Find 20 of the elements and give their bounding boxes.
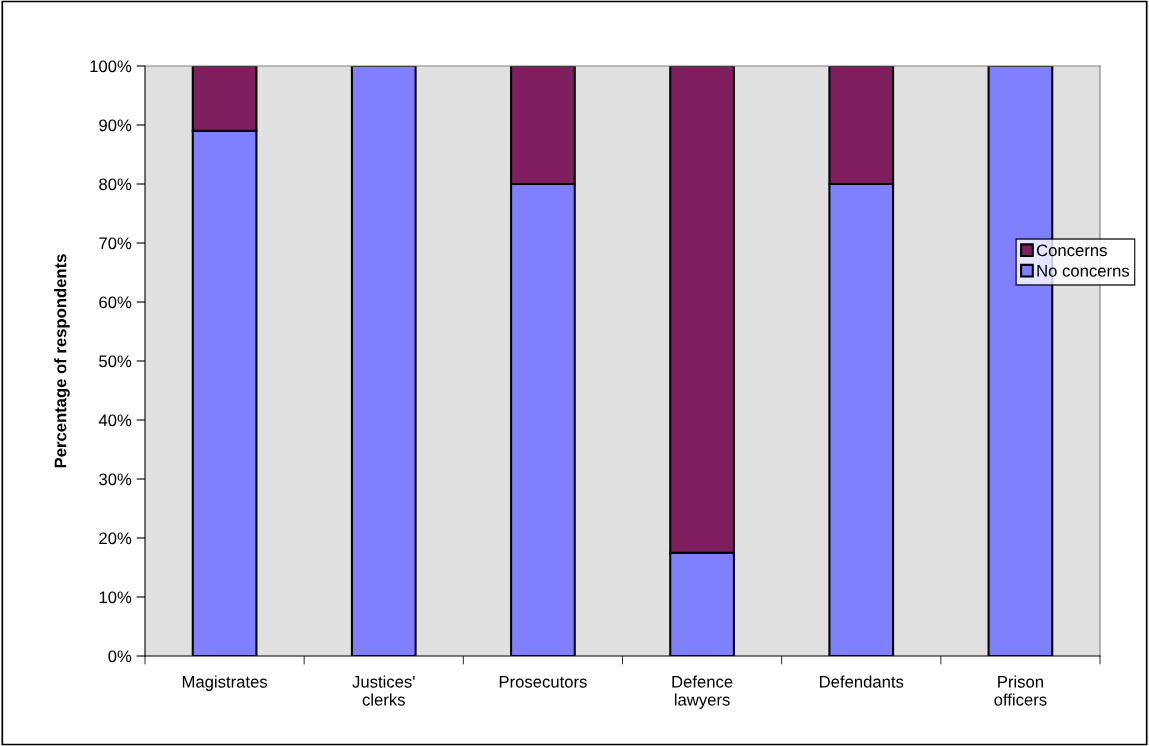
legend-label: Concerns [1036, 244, 1107, 257]
y-tick-label: 50% [99, 355, 132, 368]
legend-label: No concerns [1037, 265, 1130, 277]
y-axis-title: Percentage of respondents [54, 254, 70, 468]
x-tick-label: Justices' clerks [352, 675, 415, 706]
y-tick-label: 0% [108, 650, 132, 663]
y-tick-label: 20% [99, 532, 132, 545]
y-tick-label: 40% [98, 414, 132, 427]
y-tick-label: 80% [99, 178, 132, 191]
y-tick-label: 30% [99, 473, 132, 486]
x-tick-label: Magistrates [182, 675, 268, 691]
y-tick-label: 60% [99, 296, 132, 309]
x-tick-label: Defence lawyers [672, 675, 733, 709]
x-tick-label: Prosecutors [499, 676, 587, 688]
x-tick-label: Defendants [820, 675, 904, 688]
y-tick-label: 100% [90, 60, 132, 73]
y-tick-label: 70% [99, 237, 132, 250]
y-tick-label: 10% [99, 591, 132, 604]
x-tick-label: Prison officers [994, 675, 1047, 706]
y-tick-label: 90% [99, 119, 132, 132]
